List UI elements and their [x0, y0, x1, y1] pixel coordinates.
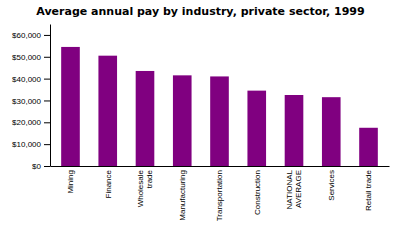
- tick-label: $50,000: [12, 53, 41, 62]
- tick-mark: [44, 100, 50, 101]
- tick: Transportation: [215, 170, 224, 221]
- tick-mark: [44, 79, 50, 80]
- tick: Construction: [253, 170, 262, 215]
- bar: [210, 76, 229, 166]
- bar: [136, 71, 155, 166]
- tick-mark: [44, 166, 50, 167]
- x-axis: Mining Finance Wholesaletrade Manufacturing…: [51, 167, 390, 222]
- title: Average annual pay by industry, private …: [36, 5, 364, 18]
- tick: Mining: [66, 170, 75, 194]
- bar: [359, 128, 378, 166]
- tick: Wholesaletrade: [136, 169, 154, 207]
- tick: NATIONALAVERAGE: [285, 169, 303, 209]
- bar: [98, 56, 117, 166]
- tick-label: Wholesaletrade: [136, 169, 154, 207]
- tick-label: $10,000: [12, 140, 41, 149]
- tick: $50,000: [12, 53, 50, 62]
- axis-line: [51, 166, 390, 167]
- tick-label: Retail trade: [364, 169, 373, 210]
- tick-label: NATIONALAVERAGE: [285, 169, 303, 209]
- tick-mark: [44, 57, 50, 58]
- axis-line: [50, 25, 51, 167]
- bar: [322, 97, 341, 166]
- tick: $20,000: [12, 118, 50, 127]
- tick-label: Construction: [253, 170, 262, 215]
- bar: [285, 95, 304, 166]
- tick: Retail trade: [364, 169, 373, 210]
- tick-label: $20,000: [12, 118, 41, 127]
- tick: Services: [327, 170, 336, 201]
- tick-mark: [44, 122, 50, 123]
- tick-label: Transportation: [215, 170, 224, 221]
- tick-label: Finance: [104, 169, 113, 198]
- tick: $0: [32, 162, 50, 171]
- tick-label: $30,000: [12, 97, 41, 106]
- tick: $10,000: [12, 140, 50, 149]
- bar: [247, 91, 266, 166]
- tick-label: Services: [327, 170, 336, 201]
- tick-label: $40,000: [12, 75, 41, 84]
- bar: [61, 47, 80, 166]
- tick-label: Mining: [66, 170, 75, 194]
- plot: $0 $10,000 $20,000 $30,000 $40,000 $50,000 $60…: [12, 25, 389, 222]
- tick: $60,000: [12, 31, 50, 40]
- tick-mark: [44, 35, 50, 36]
- bars: [61, 47, 378, 166]
- tick: $40,000: [12, 75, 50, 84]
- tick-label: $0: [32, 162, 41, 171]
- tick-mark: [44, 144, 50, 145]
- tick-label: Manufacturing: [178, 170, 187, 221]
- tick: Manufacturing: [178, 170, 187, 221]
- tick: Finance: [104, 169, 113, 198]
- tick: $30,000: [12, 97, 50, 106]
- y-axis: $0 $10,000 $20,000 $30,000 $40,000 $50,000 $60…: [12, 25, 50, 172]
- chart: $0 $10,000 $20,000 $30,000 $40,000 $50,000 $60…: [0, 0, 401, 238]
- tick-label: $60,000: [12, 31, 41, 40]
- bar: [173, 75, 192, 166]
